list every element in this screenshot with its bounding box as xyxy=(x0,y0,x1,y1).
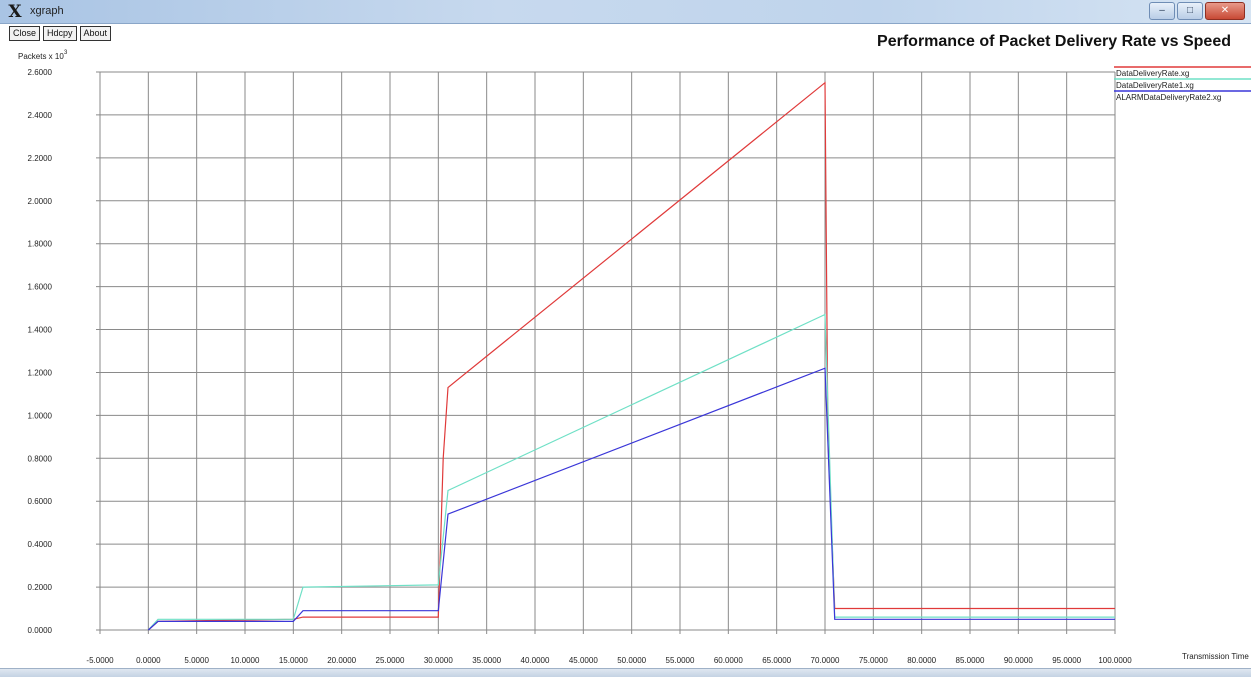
close-icon: ✕ xyxy=(1220,5,1230,16)
x-tick-label: 35.0000 xyxy=(472,656,501,665)
x-tick-label: 25.0000 xyxy=(376,656,405,665)
minimize-icon: – xyxy=(1159,5,1165,16)
x-axis-label: Transmission Time xyxy=(1182,652,1249,661)
y-axis-label: Packets x 10 xyxy=(18,52,64,61)
x-tick-label: 100.0000 xyxy=(1098,656,1132,665)
toolbar: Close Hdcpy About xyxy=(9,26,112,41)
maximize-button[interactable]: □ xyxy=(1177,2,1203,20)
x-tick-label: 85.0000 xyxy=(956,656,985,665)
y-tick-label: 2.0000 xyxy=(28,197,53,206)
series-line-3 xyxy=(147,367,1115,631)
axis-labels: -5.0000 0.0000 5.0000 10.0000 15.0000 20.0000… xyxy=(18,50,1249,665)
x-tick-label: -5.0000 xyxy=(86,656,114,665)
y-tick-label: 2.4000 xyxy=(28,111,53,120)
y-tick-label: 1.8000 xyxy=(28,240,53,249)
x-logo-icon: X xyxy=(8,2,22,22)
taskbar xyxy=(0,668,1251,677)
legend-label: DataDeliveryRate1.xg xyxy=(1116,81,1194,90)
x-tick-label: 70.0000 xyxy=(811,656,840,665)
y-tick-label: 1.2000 xyxy=(28,368,53,377)
legend-label: DataDeliveryRate.xg xyxy=(1116,69,1189,78)
legend-label: ALARMDataDeliveryRate2.xg xyxy=(1116,93,1221,102)
close-button[interactable]: Close xyxy=(9,26,41,41)
x-tick-label: 0.0000 xyxy=(136,656,161,665)
x-tick-label: 5.0000 xyxy=(184,656,209,665)
about-button[interactable]: About xyxy=(79,26,112,41)
y-tick-label: 1.6000 xyxy=(28,283,53,292)
y-axis-exponent: 3 xyxy=(64,50,68,56)
y-tick-label: 1.4000 xyxy=(28,326,53,335)
y-tick-label: 2.6000 xyxy=(28,68,53,77)
x-tick-label: 90.0000 xyxy=(1004,656,1033,665)
window-titlebar: X xgraph – □ ✕ xyxy=(0,0,1251,24)
y-tick-label: 0.6000 xyxy=(28,497,53,506)
close-window-button[interactable]: ✕ xyxy=(1205,2,1245,20)
x-tick-label: 65.0000 xyxy=(762,656,791,665)
x-tick-label: 50.0000 xyxy=(617,656,646,665)
x-tick-label: 30.0000 xyxy=(424,656,453,665)
x-tick-label: 75.0000 xyxy=(859,656,888,665)
minimize-button[interactable]: – xyxy=(1149,2,1175,20)
chart-title: Performance of Packet Delivery Rate vs S… xyxy=(877,33,1231,50)
x-tick-label: 80.0000 xyxy=(907,656,936,665)
series-line-2 xyxy=(147,313,1115,631)
x-tick-label: 95.0000 xyxy=(1052,656,1081,665)
y-tick-label: 1.0000 xyxy=(28,411,53,420)
grid-lines xyxy=(96,71,1116,634)
maximize-icon: □ xyxy=(1186,5,1194,16)
x-tick-label: 15.0000 xyxy=(279,656,308,665)
x-tick-label: 60.0000 xyxy=(714,656,743,665)
window-title: xgraph xyxy=(30,5,64,17)
x-tick-label: 55.0000 xyxy=(666,656,695,665)
legend: DataDeliveryRate.xg DataDeliveryRate1.xg A… xyxy=(1114,66,1251,102)
x-tick-label: 40.0000 xyxy=(521,656,550,665)
window-controls: – □ ✕ xyxy=(1149,2,1245,21)
series-lines xyxy=(147,81,1115,631)
y-tick-label: 0.8000 xyxy=(28,454,53,463)
y-tick-label: 2.2000 xyxy=(28,154,53,163)
x-tick-label: 45.0000 xyxy=(569,656,598,665)
x-tick-label: 20.0000 xyxy=(327,656,356,665)
x-tick-label: 10.0000 xyxy=(231,656,260,665)
hardcopy-button[interactable]: Hdcpy xyxy=(43,26,77,41)
y-tick-label: 0.4000 xyxy=(28,540,53,549)
y-tick-label: 0.2000 xyxy=(28,583,53,592)
y-tick-label: 0.0000 xyxy=(28,626,53,635)
